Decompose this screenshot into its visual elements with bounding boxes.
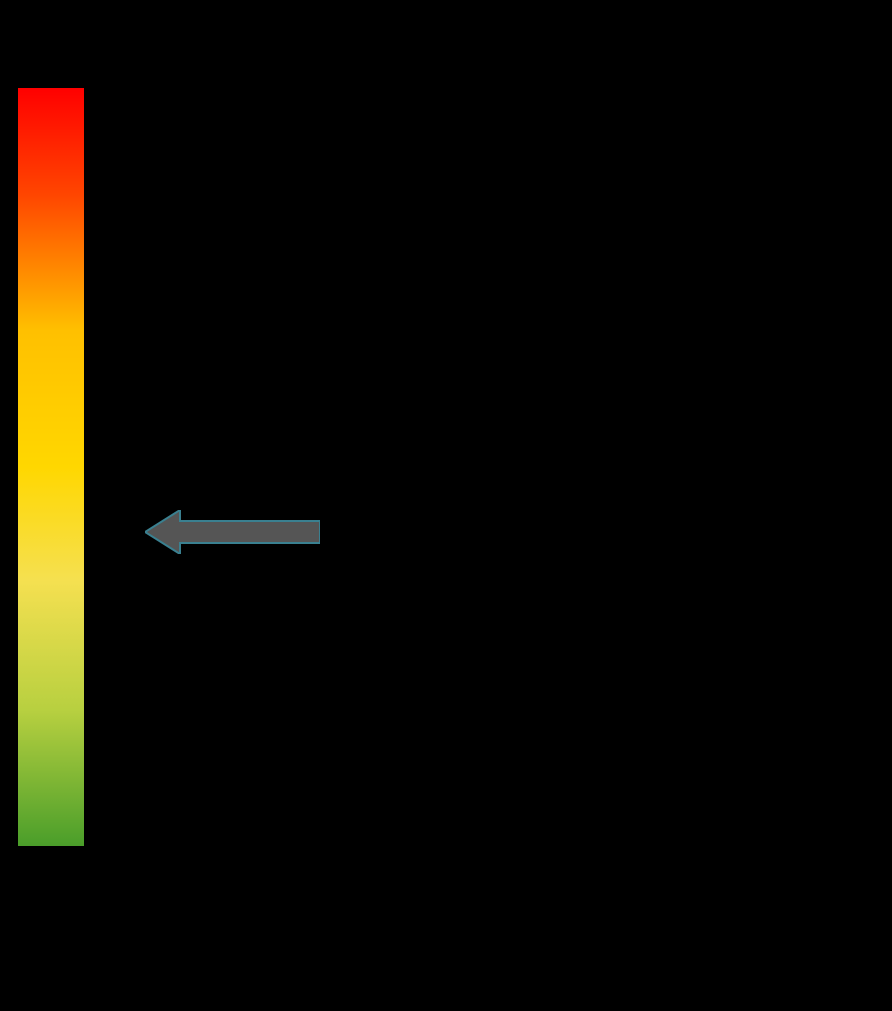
gradient-scale-bar bbox=[18, 88, 84, 846]
indicator-arrow bbox=[145, 510, 320, 554]
left-arrow-icon bbox=[145, 510, 320, 554]
